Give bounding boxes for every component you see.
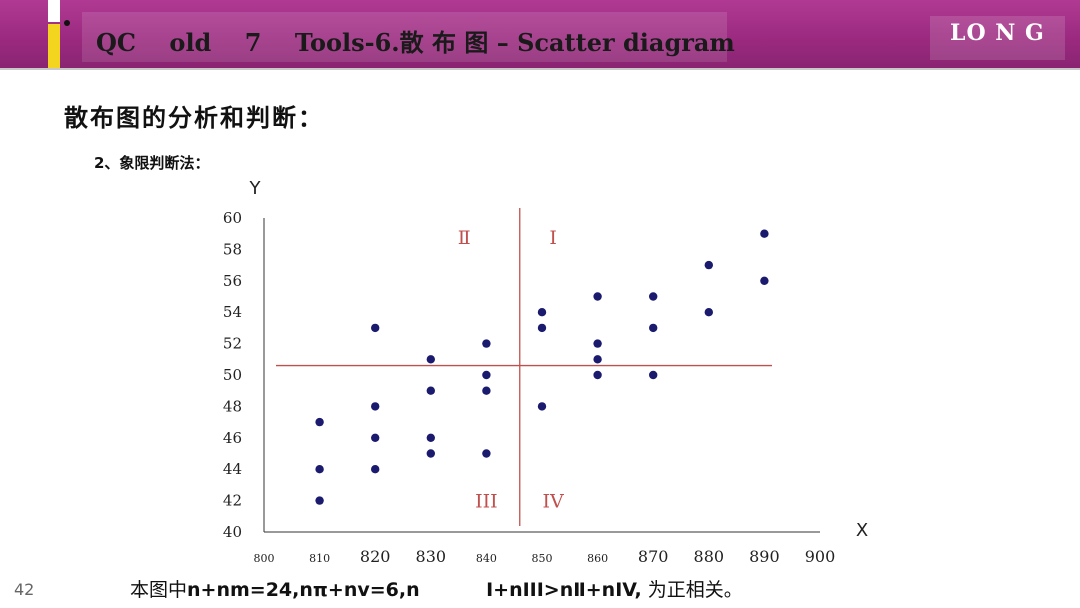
scatter-point bbox=[371, 433, 380, 442]
scatter-point bbox=[482, 339, 491, 348]
scatter-point bbox=[760, 276, 769, 285]
chart-axes bbox=[263, 218, 820, 533]
y-tick-label: 58 bbox=[223, 240, 242, 258]
x-tick-label: 840 bbox=[476, 552, 497, 565]
y-tick-label: 52 bbox=[223, 335, 242, 353]
conclusion-formula-1: n+nm=24,nπ+nv=6,n bbox=[187, 579, 420, 601]
scatter-point bbox=[704, 260, 713, 270]
y-axis-label: Y bbox=[249, 178, 262, 199]
y-tick-label: 44 bbox=[223, 460, 242, 478]
scatter-point bbox=[593, 370, 602, 380]
x-tick-label: 860 bbox=[587, 552, 608, 565]
scatter-point bbox=[593, 355, 602, 364]
conclusion-formula-2: I+nIII>nⅡ+nIV, bbox=[486, 579, 642, 601]
x-tick-label: 880 bbox=[694, 547, 725, 566]
x-tick-label: 890 bbox=[749, 547, 780, 566]
scatter-point bbox=[371, 465, 380, 474]
y-tick-label: 56 bbox=[223, 272, 242, 290]
quadrant-label: IV bbox=[543, 491, 565, 513]
quadrant-label: Ⅱ bbox=[458, 227, 471, 249]
method-subtitle: 2、象限判断法： bbox=[94, 154, 210, 172]
scatter-point bbox=[482, 370, 491, 380]
scatter-point bbox=[537, 323, 547, 333]
y-tick-label: 46 bbox=[223, 429, 242, 447]
scatter-point bbox=[482, 386, 491, 395]
slide-header: QC old 7 Tools-6.散 布 图 – Scatter diagram… bbox=[0, 0, 1080, 70]
scatter-point bbox=[649, 292, 658, 301]
chart-ticks: 40 42 44 46 48 50 52 54 56 58 60 800 810 820 830 840 850… bbox=[223, 209, 835, 566]
y-tick-label: 60 bbox=[223, 209, 242, 227]
x-tick-label: 820 bbox=[360, 547, 391, 566]
scatter-point bbox=[426, 386, 435, 395]
x-tick-label: 900 bbox=[805, 547, 836, 566]
scatter-point bbox=[537, 402, 547, 411]
x-tick-label: 850 bbox=[532, 552, 553, 565]
conclusion-prefix: 本图中 bbox=[130, 579, 188, 601]
x-axis-label: X bbox=[856, 520, 868, 541]
scatter-points bbox=[315, 229, 769, 505]
y-tick-label: 40 bbox=[223, 523, 242, 541]
conclusion-suffix: 为正相关。 bbox=[641, 579, 743, 601]
scatter-point bbox=[371, 323, 380, 333]
header-accent-yellow bbox=[48, 24, 60, 68]
header-logo-box bbox=[930, 16, 1065, 60]
quadrant-label: III bbox=[475, 491, 498, 513]
header-logo: LO N G bbox=[950, 20, 1045, 46]
scatter-point bbox=[649, 323, 658, 333]
conclusion-gap bbox=[420, 579, 486, 601]
x-tick-label: 870 bbox=[638, 547, 669, 566]
y-tick-label: 48 bbox=[223, 397, 242, 415]
y-tick-label: 42 bbox=[223, 492, 242, 510]
scatter-point bbox=[593, 292, 602, 301]
quadrant-lines bbox=[276, 208, 772, 526]
x-tick-label: 800 bbox=[254, 552, 275, 565]
header-title-box bbox=[82, 12, 727, 62]
scatter-point bbox=[704, 308, 713, 317]
page-number: 42 bbox=[14, 580, 35, 599]
header-title: QC old 7 Tools-6.散 布 图 – Scatter diagram bbox=[96, 28, 735, 57]
header-accent-white bbox=[48, 0, 60, 22]
scatter-point bbox=[315, 417, 324, 427]
scatter-point bbox=[426, 449, 435, 458]
scatter-point bbox=[315, 465, 324, 474]
scatter-point bbox=[426, 355, 435, 364]
scatter-point bbox=[371, 402, 380, 411]
x-tick-label: 830 bbox=[416, 547, 447, 566]
header-dot bbox=[64, 20, 70, 26]
scatter-point bbox=[593, 339, 602, 348]
y-tick-label: 50 bbox=[223, 366, 242, 384]
scatter-point bbox=[649, 370, 658, 380]
scatter-point bbox=[760, 229, 769, 238]
scatter-point bbox=[482, 449, 491, 458]
y-tick-label: 54 bbox=[223, 303, 242, 321]
scatter-point bbox=[315, 496, 324, 505]
quadrant-label: I bbox=[549, 227, 557, 249]
scatter-point bbox=[537, 308, 547, 317]
conclusion-text: 本图中n+nm=24,nπ+nv=6,n I+nIII>nⅡ+nIV, 为正相关… bbox=[130, 575, 743, 602]
x-tick-label: 810 bbox=[309, 552, 330, 565]
section-title: 散布图的分析和判断： bbox=[64, 104, 324, 132]
scatter-point bbox=[426, 433, 435, 442]
